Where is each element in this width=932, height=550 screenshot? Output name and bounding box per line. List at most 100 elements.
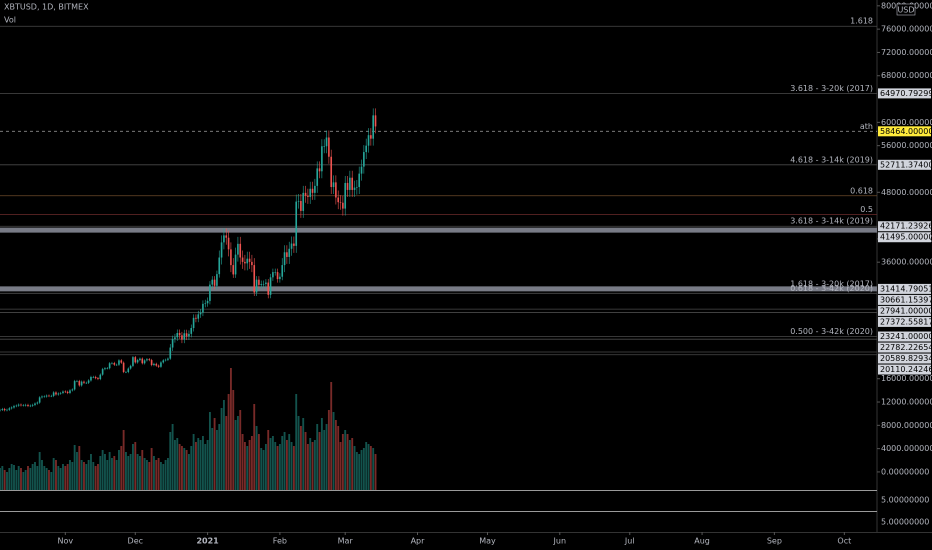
pane-label: 5.00000000 — [881, 496, 929, 505]
volume-bar — [99, 456, 102, 490]
x-tick-label: Apr — [411, 537, 426, 546]
volume-bar — [174, 440, 176, 490]
candle-body — [171, 339, 174, 348]
price-badge-label: 41495.00000000 — [880, 233, 932, 242]
candle-body — [150, 360, 153, 366]
price-badge-label: 58464.00000000 — [880, 127, 932, 136]
volume-bar — [206, 440, 209, 490]
price-badge-label: 20110.24246012 — [880, 365, 932, 374]
price-badge-label: 31414.79051270 — [880, 284, 932, 293]
level-note: 1.618 - 3-20k (2017) — [790, 279, 873, 288]
volume-bar — [129, 454, 132, 490]
candle-body — [80, 381, 83, 386]
y-tick-label: 60000.00000000 — [881, 118, 932, 127]
volume-bar — [125, 452, 127, 490]
candle-body — [64, 391, 67, 393]
candle-body — [190, 328, 193, 334]
candle-body — [101, 369, 104, 375]
x-tick-label: Mar — [338, 537, 354, 546]
volume-bar — [337, 426, 340, 490]
candle-body — [167, 358, 169, 360]
volume-bar — [157, 458, 160, 490]
volume-bar — [232, 390, 235, 490]
candle-body — [155, 363, 158, 366]
volume-bar — [362, 448, 365, 490]
pane-label: 5.00000000 — [881, 518, 929, 527]
volume-bar — [85, 464, 88, 490]
candle-body — [99, 374, 102, 380]
volume-bar — [73, 445, 76, 490]
candle-body — [246, 258, 249, 264]
candle-body — [304, 192, 307, 196]
volume-bar — [208, 412, 211, 490]
volume-bar — [143, 458, 146, 490]
candle-body — [178, 332, 181, 336]
volume-bar — [64, 466, 67, 490]
price-badge-label: 64970.79299741 — [880, 89, 932, 98]
volume-bar — [341, 434, 344, 490]
volume-bar — [344, 430, 347, 490]
level-note: 3.618 - 3-14k (2019) — [790, 217, 873, 226]
candle-body — [94, 376, 97, 379]
candle-body — [17, 404, 20, 406]
volume-bar — [101, 450, 104, 490]
price-badge — [878, 342, 931, 353]
candle-body — [316, 168, 319, 186]
candle-body — [106, 368, 109, 369]
level-note: 0.5 — [860, 205, 873, 214]
price-badge — [878, 331, 931, 342]
candle-body — [36, 402, 39, 404]
volume-bar — [316, 424, 319, 490]
candle-body — [237, 243, 239, 255]
candle-body — [276, 272, 279, 280]
volume-bar — [27, 466, 29, 490]
candle-body — [318, 168, 321, 172]
y-tick-label: 4000.00000000 — [881, 444, 932, 453]
candle-body — [111, 362, 113, 364]
candle-body — [45, 395, 48, 397]
volume-bar — [62, 464, 64, 490]
volume-bar — [3, 470, 6, 490]
volume-bar — [302, 418, 305, 490]
candle-body — [118, 360, 120, 365]
volume-bar — [355, 452, 358, 490]
candle-body — [148, 359, 151, 361]
candle-body — [160, 362, 162, 367]
volume-bar — [122, 430, 125, 490]
candle-body — [188, 333, 190, 337]
volume-bar — [213, 418, 216, 490]
volume-bar — [351, 438, 354, 490]
volume-bar — [372, 448, 375, 490]
volume-bar — [190, 446, 193, 490]
volume-bar — [311, 442, 314, 490]
price-badge-label: 27372.55817875 — [880, 317, 932, 326]
candle-body — [374, 115, 377, 127]
volume-bar — [87, 460, 90, 490]
candle-body — [241, 257, 244, 262]
candle-body — [104, 368, 106, 370]
candle-body — [232, 265, 235, 275]
volume — [0, 368, 377, 490]
volume-bar — [180, 446, 183, 490]
candle-body — [239, 243, 242, 258]
volume-bar — [24, 470, 27, 490]
candle-body — [139, 358, 141, 361]
candle-body — [297, 201, 300, 202]
candle-body — [344, 182, 347, 209]
candle-body — [363, 152, 365, 167]
volume-bar — [169, 432, 172, 490]
volume-bar — [332, 412, 335, 490]
volume-bar — [48, 470, 50, 490]
currency-box[interactable] — [896, 3, 916, 16]
level-note: 0.618 - 3-42k (2020) — [790, 284, 873, 293]
volume-bar — [318, 432, 321, 490]
candle-body — [164, 359, 167, 361]
currency[interactable]: USD — [897, 6, 914, 15]
price-badge — [878, 305, 931, 316]
candle-body — [342, 202, 344, 209]
y-tick-label: 56000.00000000 — [881, 141, 932, 150]
candle-body — [216, 274, 218, 286]
candle-body — [372, 115, 375, 139]
x-tick-label: Jul — [624, 537, 635, 546]
